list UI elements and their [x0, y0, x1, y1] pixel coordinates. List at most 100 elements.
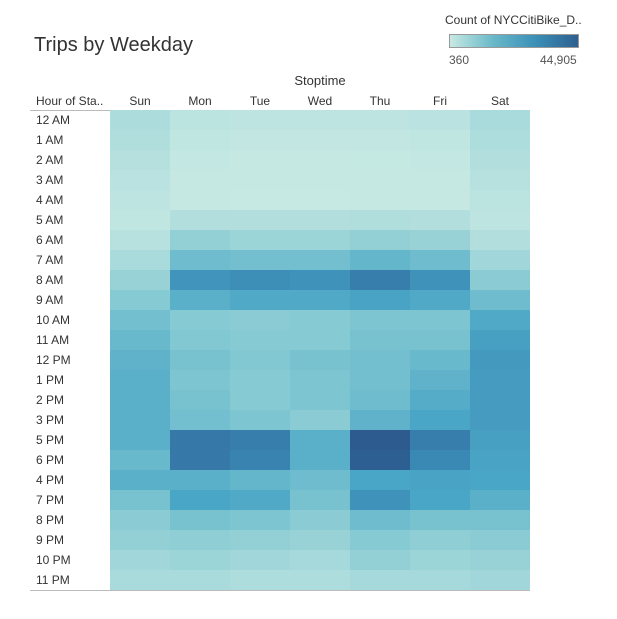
heatmap-cell-3-am-wed — [290, 170, 350, 190]
heatmap-cell-7-pm-tue — [230, 490, 290, 510]
heatmap-cell-12-am-fri — [410, 110, 470, 130]
heatmap-cell-4-am-mon — [170, 190, 230, 210]
heatmap-cell-9-am-sat — [470, 290, 530, 310]
heatmap-cell-4-pm-thu — [350, 470, 410, 490]
row-label-4-am: 4 AM — [36, 193, 64, 207]
heatmap-cell-10-pm-mon — [170, 550, 230, 570]
heatmap-cell-5-am-sun — [110, 210, 170, 230]
row-label-4-pm: 4 PM — [36, 473, 65, 487]
heatmap-cell-11-am-mon — [170, 330, 230, 350]
column-label-mon: Mon — [188, 94, 212, 108]
heatmap-cell-3-pm-tue — [230, 410, 290, 430]
row-header-label: Hour of Sta.. — [36, 94, 104, 108]
heatmap-cell-4-am-tue — [230, 190, 290, 210]
row-label-11-am: 11 AM — [36, 333, 70, 347]
heatmap-cell-10-pm-wed — [290, 550, 350, 570]
row-label-7-am: 7 AM — [36, 253, 64, 267]
heatmap-cell-1-pm-wed — [290, 370, 350, 390]
heatmap-cell-2-pm-thu — [350, 390, 410, 410]
heatmap-cell-10-pm-thu — [350, 550, 410, 570]
heatmap-cell-9-pm-sat — [470, 530, 530, 550]
heatmap-cell-3-pm-fri — [410, 410, 470, 430]
heatmap-cell-5-am-sat — [470, 210, 530, 230]
heatmap-cell-11-am-sun — [110, 330, 170, 350]
heatmap-cell-3-am-thu — [350, 170, 410, 190]
column-label-thu: Thu — [369, 94, 391, 108]
heatmap-cell-1-pm-fri — [410, 370, 470, 390]
heatmap-cell-3-pm-mon — [170, 410, 230, 430]
row-label-3-pm: 3 PM — [36, 413, 65, 427]
heatmap-cell-11-am-thu — [350, 330, 410, 350]
heatmap-cell-10-pm-tue — [230, 550, 290, 570]
heatmap-cell-5-pm-sun — [110, 430, 170, 450]
heatmap-cell-10-pm-sat — [470, 550, 530, 570]
heatmap-cell-5-am-wed — [290, 210, 350, 230]
heatmap-cell-12-am-sun — [110, 110, 170, 130]
heatmap-cell-9-am-thu — [350, 290, 410, 310]
heatmap-cell-6-am-sun — [110, 230, 170, 250]
heatmap-cell-8-pm-mon — [170, 510, 230, 530]
column-group-label: Stoptime — [294, 73, 346, 88]
heatmap-cell-12-pm-sat — [470, 350, 530, 370]
heatmap-cell-12-am-mon — [170, 110, 230, 130]
heatmap-cell-4-am-sun — [110, 190, 170, 210]
legend-min-label: 360 — [449, 53, 470, 67]
row-label-11-pm: 11 PM — [36, 573, 70, 587]
row-label-1-pm: 1 PM — [36, 373, 65, 387]
heatmap-cell-2-am-mon — [170, 150, 230, 170]
heatmap-cell-12-pm-sun — [110, 350, 170, 370]
heatmap-cell-2-pm-wed — [290, 390, 350, 410]
heatmap-cell-6-am-tue — [230, 230, 290, 250]
heatmap-cell-4-am-sat — [470, 190, 530, 210]
heatmap-cell-11-pm-thu — [350, 570, 410, 590]
row-label-3-am: 3 AM — [36, 173, 64, 187]
heatmap-cell-8-am-mon — [170, 270, 230, 290]
heatmap-cell-9-am-tue — [230, 290, 290, 310]
heatmap-cell-1-pm-tue — [230, 370, 290, 390]
heatmap-cell-5-pm-mon — [170, 430, 230, 450]
heatmap-cell-10-am-fri — [410, 310, 470, 330]
heatmap-cell-7-am-sat — [470, 250, 530, 270]
heatmap-cell-12-pm-thu — [350, 350, 410, 370]
heatmap-cell-8-am-sun — [110, 270, 170, 290]
heatmap-cell-9-pm-tue — [230, 530, 290, 550]
heatmap-cell-1-am-sun — [110, 130, 170, 150]
heatmap-cell-12-am-tue — [230, 110, 290, 130]
heatmap-cell-8-am-thu — [350, 270, 410, 290]
heatmap-cell-2-am-sun — [110, 150, 170, 170]
heatmap-cell-11-am-tue — [230, 330, 290, 350]
heatmap-cell-9-am-mon — [170, 290, 230, 310]
column-label-fri: Fri — [433, 94, 447, 108]
heatmap-cell-5-am-fri — [410, 210, 470, 230]
heatmap-cell-6-pm-sun — [110, 450, 170, 470]
heatmap-cell-10-am-thu — [350, 310, 410, 330]
heatmap-cell-2-pm-tue — [230, 390, 290, 410]
row-label-9-pm: 9 PM — [36, 533, 65, 547]
heatmap-cell-5-am-thu — [350, 210, 410, 230]
heatmap-cell-2-am-wed — [290, 150, 350, 170]
heatmap-cell-3-pm-sat — [470, 410, 530, 430]
heatmap-cell-2-am-fri — [410, 150, 470, 170]
row-label-10-am: 10 AM — [36, 313, 71, 327]
bottom-axis-line — [30, 590, 530, 591]
row-label-7-pm: 7 PM — [36, 493, 65, 507]
heatmap-cell-4-am-thu — [350, 190, 410, 210]
heatmap-cell-11-pm-mon — [170, 570, 230, 590]
row-label-10-pm: 10 PM — [36, 553, 71, 567]
column-label-sat: Sat — [490, 94, 509, 108]
heatmap-cell-1-am-mon — [170, 130, 230, 150]
heatmap-cell-9-pm-thu — [350, 530, 410, 550]
heatmap-cell-7-pm-sun — [110, 490, 170, 510]
heatmap-cell-7-am-mon — [170, 250, 230, 270]
heatmap-cell-8-pm-fri — [410, 510, 470, 530]
heatmap-cell-7-pm-sat — [470, 490, 530, 510]
heatmap-cell-6-am-fri — [410, 230, 470, 250]
heatmap-cell-7-pm-wed — [290, 490, 350, 510]
heatmap-cell-10-am-sun — [110, 310, 170, 330]
heatmap-cell-9-pm-wed — [290, 530, 350, 550]
heatmap-cell-4-pm-sun — [110, 470, 170, 490]
column-label-sun: Sun — [129, 94, 151, 108]
heatmap-cell-3-pm-thu — [350, 410, 410, 430]
heatmap-cell-5-pm-sat — [470, 430, 530, 450]
heatmap-cell-2-am-thu — [350, 150, 410, 170]
